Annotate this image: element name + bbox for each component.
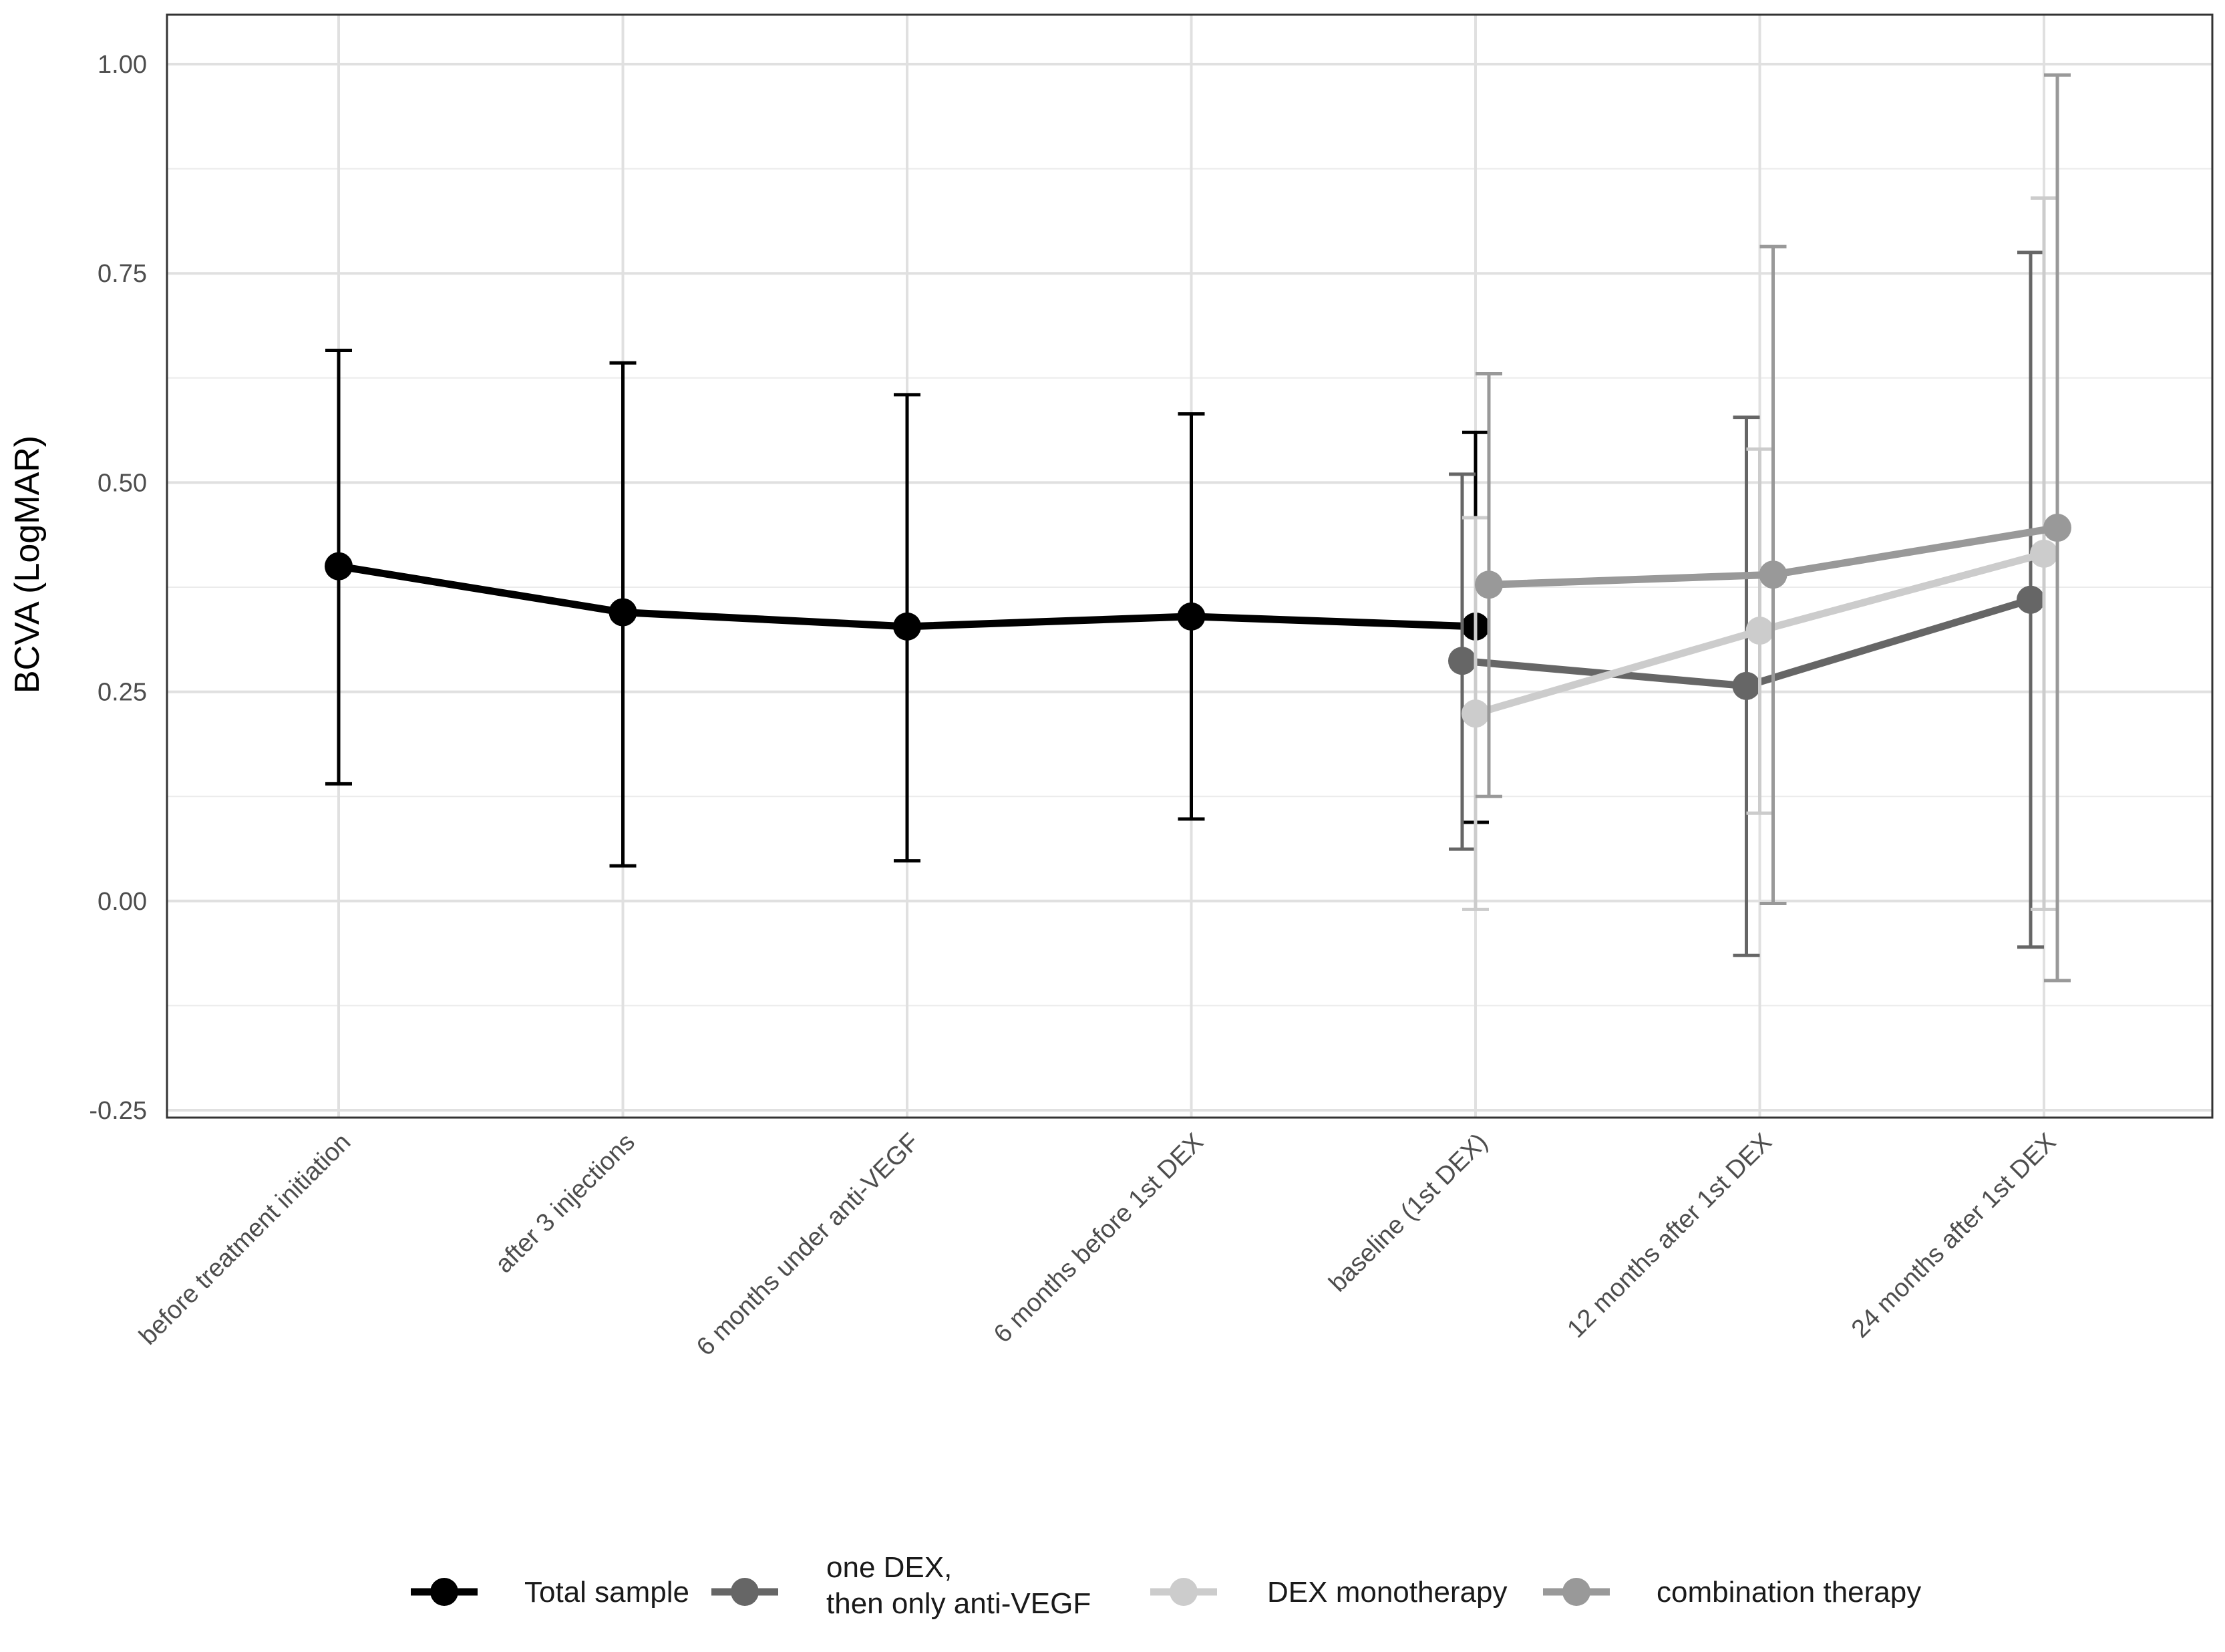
plot-panel-border <box>166 13 2214 1119</box>
data-point <box>2043 514 2071 542</box>
legend-label: DEX monotherapy <box>1267 1576 1508 1609</box>
y-tick-label: -0.25 <box>89 1097 147 1125</box>
legend-label: Total sample <box>524 1576 689 1609</box>
series-3 <box>1475 73 2071 983</box>
legend-key-point <box>430 1578 458 1606</box>
legend-label: then only anti-VEGF <box>826 1587 1091 1620</box>
legend-label: one DEX, <box>826 1551 952 1584</box>
legend-label: combination therapy <box>1657 1576 1921 1609</box>
data-point <box>1732 671 1761 700</box>
y-tick-label: 0.75 <box>98 260 147 288</box>
series-1 <box>1448 251 2045 957</box>
legend-key-point <box>1562 1578 1590 1606</box>
y-axis-title: BCVA (LogMAR) <box>8 436 47 693</box>
legend-item: Total sample <box>411 1576 689 1609</box>
legend-key-point <box>731 1578 759 1606</box>
data-point <box>1759 560 1787 589</box>
data-point <box>609 598 637 627</box>
y-tick-label: 0.00 <box>98 888 147 916</box>
series-layer <box>325 73 2071 983</box>
data-point <box>1745 617 1774 645</box>
data-point <box>325 552 353 581</box>
legend: Total sample one DEX,then only anti-VEGF D… <box>411 1551 1921 1620</box>
data-point <box>1448 647 1476 675</box>
data-point <box>1177 602 1206 631</box>
y-axis: 1.00 0.75 0.50 0.25 0.00 -0.25 <box>89 51 147 1125</box>
data-point <box>893 612 921 641</box>
y-tick-label: 1.00 <box>98 51 147 79</box>
legend-item: DEX monotherapy <box>1150 1576 1508 1609</box>
data-point <box>2017 585 2045 614</box>
y-tick-label: 0.25 <box>98 679 147 707</box>
data-point <box>1475 570 1503 599</box>
legend-item: combination therapy <box>1543 1576 1921 1609</box>
legend-key-point <box>1170 1578 1198 1606</box>
y-tick-label: 0.50 <box>98 469 147 497</box>
data-point <box>1462 699 1490 728</box>
data-point <box>2030 539 2058 568</box>
legend-item: one DEX,then only anti-VEGF <box>711 1551 1091 1620</box>
